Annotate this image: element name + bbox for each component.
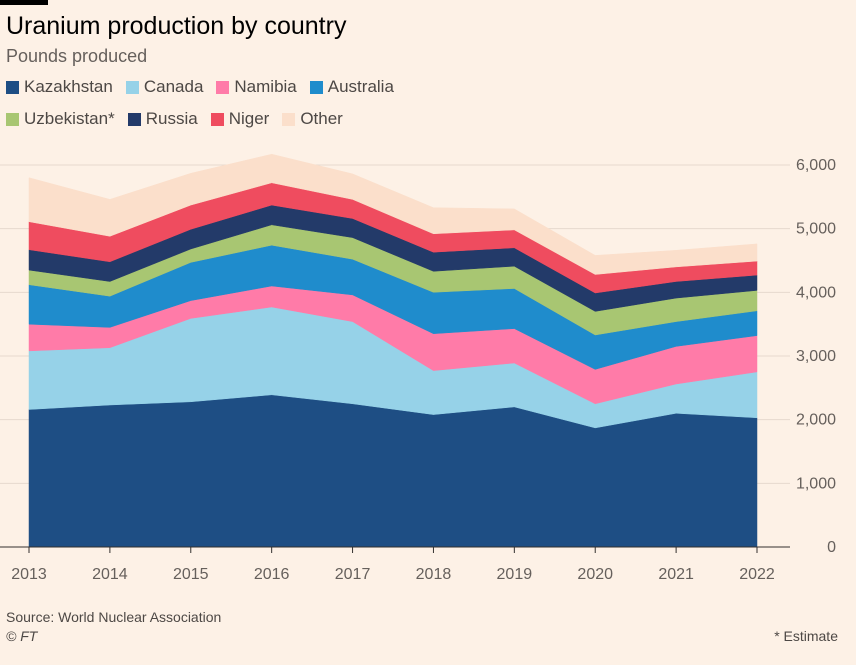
y-tick-label: 4,000 bbox=[796, 284, 836, 301]
area-other bbox=[28, 153, 758, 275]
legend-swatch bbox=[282, 112, 296, 126]
x-tick-label: 2013 bbox=[11, 566, 47, 583]
x-tick-label: 2021 bbox=[658, 566, 694, 583]
legend-label: Niger bbox=[228, 109, 270, 128]
legend-label: Russia bbox=[145, 109, 198, 128]
x-tick-label: 2019 bbox=[497, 566, 533, 583]
x-tick-label: 2014 bbox=[92, 566, 128, 583]
x-tick-label: 2016 bbox=[254, 566, 290, 583]
x-tick-label: 2018 bbox=[416, 566, 452, 583]
legend-swatch bbox=[6, 80, 19, 94]
legend-item-namibia: Namibia bbox=[216, 77, 297, 97]
legend-label: Kazakhstan bbox=[24, 77, 113, 96]
legend-item-kazakhstan: Kazakhstan bbox=[6, 77, 113, 97]
legend-label: Namibia bbox=[234, 77, 297, 96]
x-tick-label: 2022 bbox=[739, 566, 775, 583]
legend-label: Canada bbox=[143, 77, 204, 96]
legend-swatch bbox=[309, 80, 323, 94]
y-tick-label: 3,000 bbox=[796, 348, 836, 365]
legend-item-niger: Niger bbox=[210, 109, 270, 129]
x-tick-label: 2015 bbox=[173, 566, 209, 583]
ft-topbar bbox=[0, 0, 48, 5]
legend-item-australia: Australia bbox=[309, 77, 394, 97]
estimate-footnote: * Estimate bbox=[774, 628, 838, 644]
legend-row-1: Kazakhstan Canada Namibia Australia bbox=[6, 77, 407, 97]
legend-swatch bbox=[125, 80, 139, 94]
copyright-note: © FT bbox=[6, 628, 38, 644]
chart-title: Uranium production by country bbox=[6, 12, 347, 40]
legend-swatch bbox=[210, 112, 224, 126]
legend-item-canada: Canada bbox=[125, 77, 204, 97]
chart-subtitle: Pounds produced bbox=[6, 46, 148, 66]
y-tick-label: 5,000 bbox=[796, 221, 836, 238]
x-tick-label: 2017 bbox=[335, 566, 371, 583]
y-tick-label: 0 bbox=[827, 539, 836, 556]
source-note: Source: World Nuclear Association bbox=[6, 609, 222, 625]
legend-swatch bbox=[6, 112, 19, 126]
stacked-area-chart: 0 1,000 2,000 3,000 4,000 5,000 6,000 2013 2014 2… bbox=[0, 153, 836, 583]
legend-label: Other bbox=[300, 109, 343, 128]
y-tick-label: 1,000 bbox=[796, 475, 836, 492]
legend-item-uzbekistan: Uzbekistan* bbox=[6, 109, 115, 129]
legend-label: Uzbekistan* bbox=[24, 109, 115, 128]
x-tick-label: 2020 bbox=[577, 566, 613, 583]
legend-row-2: Uzbekistan* Russia Niger Other bbox=[6, 109, 356, 129]
y-tick-label: 6,000 bbox=[796, 157, 836, 174]
y-tick-label: 2,000 bbox=[796, 412, 836, 429]
legend-swatch bbox=[216, 80, 230, 94]
legend-label: Australia bbox=[327, 77, 394, 96]
legend-item-other: Other bbox=[282, 109, 343, 129]
legend-swatch bbox=[127, 112, 141, 126]
legend-item-russia: Russia bbox=[127, 109, 198, 129]
